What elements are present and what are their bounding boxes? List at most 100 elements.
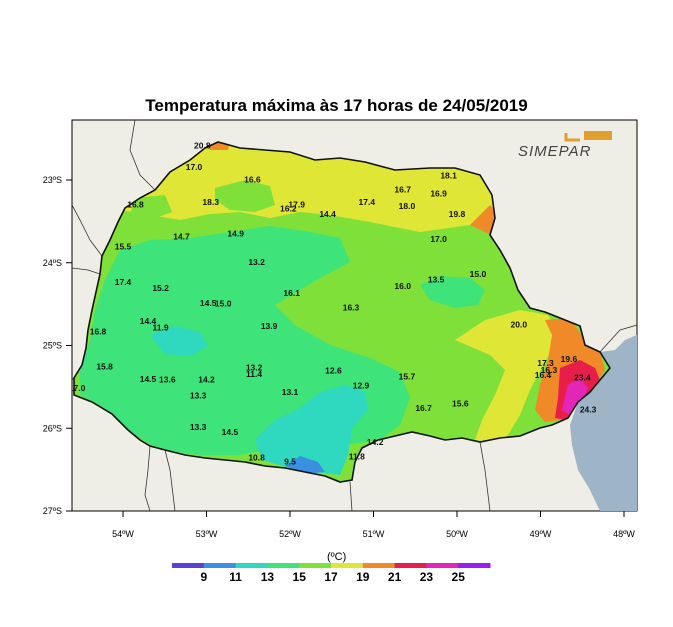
station-value: 16.1 [283, 288, 300, 298]
station-value: 14.2 [198, 375, 215, 385]
station-value: 20.8 [194, 141, 211, 151]
station-value: 19.6 [561, 354, 578, 364]
station-value: 19.8 [449, 209, 466, 219]
station-value: 13.3 [190, 391, 207, 401]
station-value: 13.2 [248, 257, 265, 267]
station-value: 17.4 [115, 277, 132, 287]
station-value: 16.3 [541, 365, 558, 375]
station-value: 14.4 [140, 316, 157, 326]
colorbar-tick-label: 13 [261, 570, 275, 584]
station-value: 14.2 [367, 437, 384, 447]
colorbar-tick-label: 23 [420, 570, 434, 584]
station-value: 17.4 [359, 197, 376, 207]
lon-tick-label: 49ºW [530, 529, 552, 539]
station-value: 17.0 [69, 383, 86, 393]
colorbar-segment [394, 563, 427, 568]
station-value: 10.8 [248, 453, 265, 463]
station-value: 14.5 [222, 427, 239, 437]
ocean [570, 335, 637, 511]
colorbar-tick-label: 25 [452, 570, 466, 584]
colorbar-tick-label: 9 [200, 570, 207, 584]
station-value: 15.5 [115, 242, 132, 252]
colorbar-tick-label: 19 [356, 570, 370, 584]
colorbar-segment [203, 563, 237, 568]
lat-tick-label: 23ºS [43, 175, 62, 185]
station-value: 13.5 [428, 275, 445, 285]
station-value: 9.5 [284, 457, 296, 467]
station-value: 20.0 [511, 319, 528, 329]
colorbar-segment [299, 563, 332, 568]
lat-tick-label: 24ºS [43, 258, 62, 268]
colorbar-tick-label: 21 [388, 570, 402, 584]
latitude-ticks: 23ºS 24ºS 25ºS 26ºS 27ºS [43, 175, 72, 516]
map-title: Temperatura máxima às 17 horas de 24/05/… [145, 96, 528, 115]
station-value: 11.8 [349, 452, 365, 462]
state-outline [73, 141, 611, 483]
lon-tick-label: 54ºW [112, 529, 134, 539]
station-value: 12.6 [325, 366, 342, 376]
station-value: 13.1 [282, 387, 299, 397]
colorbar-segment [235, 563, 268, 568]
station-value: 13.3 [190, 422, 207, 432]
longitude-ticks: 54ºW 53ºW 52ºW 51ºW 50ºW 49ºW 48ºW [112, 511, 635, 539]
colorbar-tick-label: 17 [324, 570, 338, 584]
colorbar-tick-label: 15 [293, 570, 307, 584]
lon-tick-label: 51ºW [363, 529, 385, 539]
station-value: 16.9 [430, 189, 447, 199]
lon-tick-label: 50ºW [446, 529, 468, 539]
svg-text:SIMEPAR: SIMEPAR [518, 143, 591, 160]
colorbar-tick-label: 11 [229, 570, 242, 584]
station-value: 15.2 [152, 283, 169, 293]
station-value: 13.6 [159, 375, 176, 385]
station-value: 18.3 [202, 197, 219, 207]
colorbar-segment [426, 563, 459, 568]
station-value: 17.0 [186, 162, 203, 172]
station-value: 18.0 [399, 201, 416, 211]
station-value: 16.0 [394, 281, 411, 291]
station-value: 11.9 [153, 323, 169, 333]
lat-tick-label: 25ºS [43, 341, 62, 351]
colorbar: 9 11 13 15 17 19 21 23 25 [172, 563, 491, 584]
station-value: 24.3 [580, 405, 597, 415]
lon-tick-label: 52ºW [279, 529, 301, 539]
station-value: 16.8 [90, 327, 107, 337]
simepar-logo: SIMEPAR [518, 131, 612, 160]
station-value: 14.9 [227, 228, 244, 238]
lon-tick-label: 53ºW [196, 529, 218, 539]
lon-tick-label: 48ºW [613, 529, 635, 539]
station-value: 23.4 [574, 372, 591, 382]
station-value: 18.1 [440, 170, 457, 180]
station-value: 16.3 [343, 303, 360, 313]
station-value: 15.0 [215, 299, 232, 309]
station-value: 16.2 [280, 203, 297, 213]
station-value: 12.9 [353, 381, 370, 391]
station-value: 17.0 [430, 234, 447, 244]
colorbar-unit: (ºC) [327, 551, 346, 563]
station-value: 11.4 [246, 369, 262, 379]
lat-tick-label: 26ºS [43, 423, 62, 433]
station-value: 14.7 [173, 232, 190, 242]
station-value: 14.5 [140, 374, 157, 384]
station-value: 14.4 [319, 209, 336, 219]
station-value: 16.4 [535, 370, 552, 380]
station-value: 16.7 [415, 403, 432, 413]
station-value: 16.6 [244, 175, 261, 185]
station-value: 15.8 [96, 362, 113, 372]
station-value: 15.6 [452, 399, 469, 409]
colorbar-segment [331, 563, 364, 568]
station-labels: 20.8 17.0 16.6 18.3 16.8 16.217.9 14.4 17.4 16.7… [69, 141, 597, 467]
station-value: 15.0 [470, 269, 487, 279]
colorbar-segment [267, 563, 300, 568]
station-value: 16.8 [127, 199, 144, 209]
station-value: 17.3 [537, 358, 554, 368]
colorbar-segment [172, 563, 205, 568]
station-value: 15.7 [399, 371, 416, 381]
station-value: 16.7 [394, 184, 411, 194]
station-value: 17.9 [288, 199, 305, 209]
station-value: 13.2 [246, 362, 263, 372]
station-value: 13.9 [261, 321, 278, 331]
colorbar-segment [362, 563, 396, 568]
lat-tick-label: 27ºS [43, 506, 62, 516]
station-value: 14.5 [200, 298, 217, 308]
